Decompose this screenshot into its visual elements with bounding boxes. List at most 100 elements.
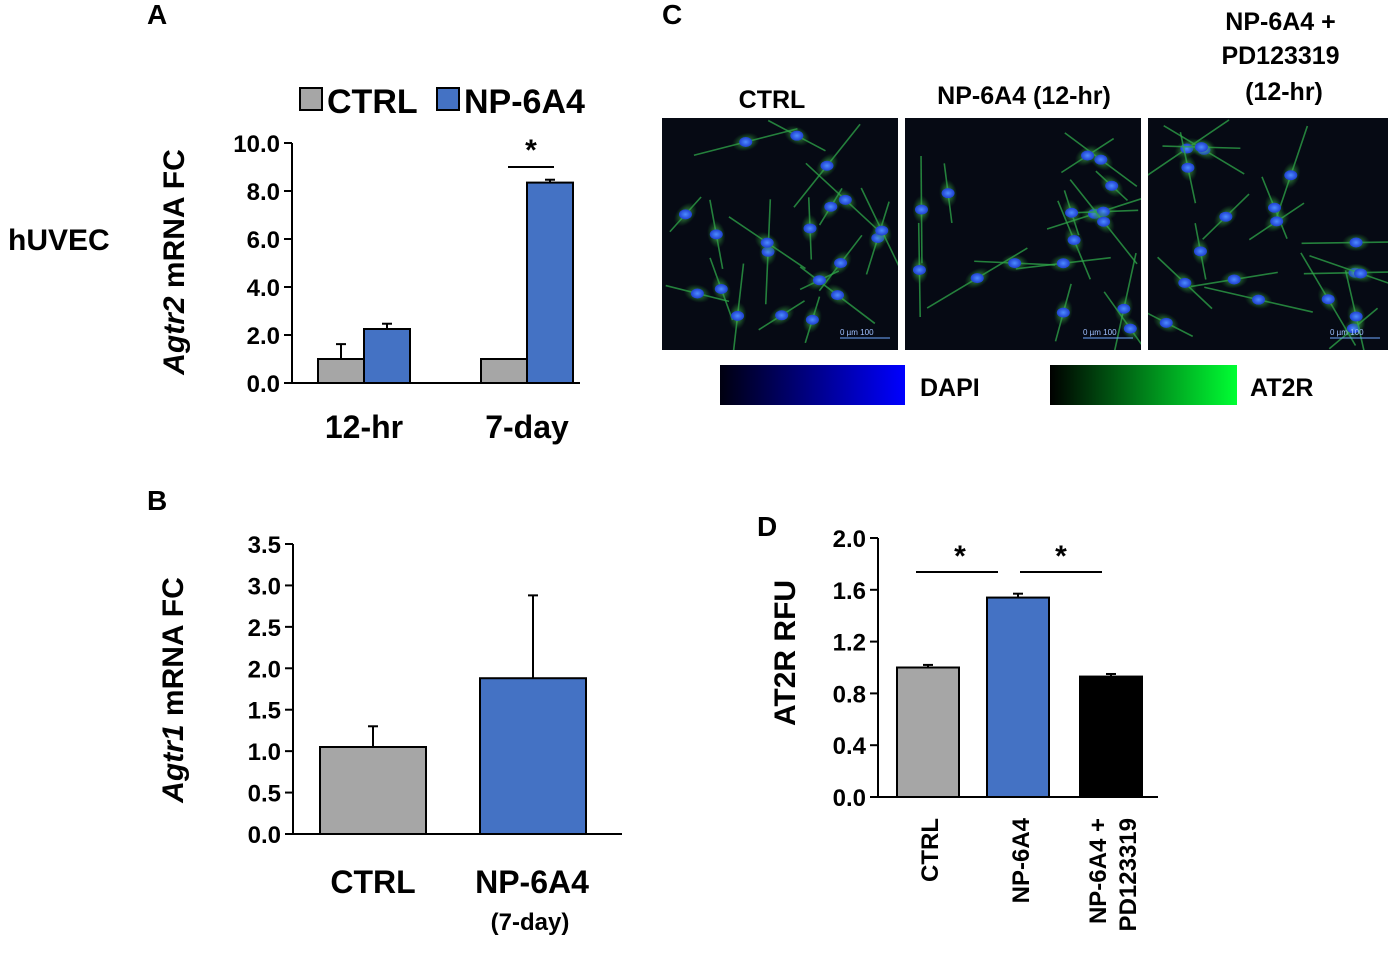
cell-nucleus xyxy=(1227,274,1241,285)
row-label-huvec: hUVEC xyxy=(8,224,110,257)
colorbar-dapi-label: DAPI xyxy=(920,374,980,402)
cell-nucleus xyxy=(1097,216,1111,227)
panel-a-ytick-label: 2.0 xyxy=(247,323,280,350)
cell-nucleus xyxy=(1349,237,1363,248)
cell-nucleus xyxy=(731,310,745,321)
panel-b-ytick-label: 0.0 xyxy=(248,822,281,849)
panel-b-y-axis-title: Agtr1 mRNA FC xyxy=(157,577,190,804)
image-label-np6a4-pd: NP-6A4 + PD123319 (12-hr) xyxy=(1221,8,1346,106)
panel-d-category-ctrl: CTRL xyxy=(917,818,944,882)
legend-ctrl-label: CTRL xyxy=(327,83,418,121)
panel-d-letter: D xyxy=(757,511,777,542)
cell-nucleus xyxy=(1056,307,1070,318)
cell-nucleus xyxy=(1008,258,1022,269)
cell-nucleus xyxy=(831,290,845,301)
panel-d-ytick-label: 1.6 xyxy=(833,578,866,605)
cell-nucleus xyxy=(803,223,817,234)
panel-d-category-np6a4-pd-line1: NP-6A4 + xyxy=(1085,818,1112,924)
panel-a-category-12hr: 12-hr xyxy=(325,409,403,445)
cell-nucleus xyxy=(1349,311,1363,322)
cell-nucleus xyxy=(1067,235,1081,246)
cell-nucleus xyxy=(1065,207,1079,218)
panel-b-category-np6a4: NP-6A4 xyxy=(475,864,589,900)
scale-bar-label: 0 µm 100 xyxy=(840,328,874,337)
legend-np6a4-label: NP-6A4 xyxy=(464,83,585,121)
legend-ctrl-swatch xyxy=(299,87,323,111)
panel-b-ytick-label: 1.5 xyxy=(248,698,281,725)
micrograph-cells xyxy=(1148,119,1388,350)
cell-nucleus xyxy=(834,258,848,269)
colorbar-at2r xyxy=(1050,365,1237,405)
panel-a-bar-np6a4 xyxy=(526,181,574,384)
panel-b-ytick-label: 0.5 xyxy=(248,781,281,808)
cell-nucleus xyxy=(875,225,889,236)
panel-d-bar-ctrl xyxy=(896,666,960,798)
cell-nucleus xyxy=(1178,277,1192,288)
panel-d-chart: AT2R RFU 0.0 0.4 0.8 1.2 1.6 2.0 * * CTRL NP-… xyxy=(769,526,1158,931)
cell-nucleus xyxy=(914,204,928,215)
panel-b-bar-ctrl xyxy=(319,746,427,835)
panel-b-chart: Agtr1 mRNA FC 0.0 0.5 1.0 1.5 2.0 2.5 3.0 3.5 C… xyxy=(157,532,622,936)
cell-nucleus xyxy=(1193,246,1207,257)
panel-d-sig2-star: * xyxy=(1055,540,1067,573)
panel-d-ytick-label: 0.0 xyxy=(833,785,866,812)
micrograph-cells xyxy=(665,119,898,350)
panel-d-ytick-label: 1.2 xyxy=(833,630,866,657)
panel-c-images: CTRL NP-6A4 (12-hr) NP-6A4 + PD123319 (1… xyxy=(662,8,1388,405)
cell-nucleus xyxy=(1284,170,1298,181)
cell-nucleus xyxy=(1123,323,1137,334)
panel-b-ytick-label: 2.0 xyxy=(248,656,281,683)
panel-a-category-7day: 7-day xyxy=(485,409,569,445)
panel-d-ytick-label: 0.8 xyxy=(833,681,866,708)
cell-nucleus xyxy=(1270,216,1284,227)
cell-nucleus xyxy=(690,288,704,299)
panel-b-ytick-label: 2.5 xyxy=(248,615,281,642)
cell-nucleus xyxy=(1194,142,1208,153)
panel-d-category-np6a4: NP-6A4 xyxy=(1008,817,1035,903)
panel-a-ytick-label: 8.0 xyxy=(247,179,280,206)
panel-a-ytick-label: 10.0 xyxy=(233,131,280,158)
cell-nucleus xyxy=(820,160,834,171)
colorbar-at2r-label: AT2R xyxy=(1250,374,1313,402)
panel-b-ytick-label: 3.5 xyxy=(248,532,281,559)
panel-a-ytick-label: 4.0 xyxy=(247,275,280,302)
panel-b-ytick-label: 1.0 xyxy=(248,739,281,766)
cell-nucleus xyxy=(739,136,753,147)
micrograph-cells xyxy=(910,132,1141,350)
panel-a-y-axis-title: Agtr2 mRNA FC xyxy=(158,149,191,376)
scale-bar-label: 0 µm 100 xyxy=(1330,328,1364,337)
cell-nucleus xyxy=(1268,202,1282,213)
panel-b-ytick-label: 3.0 xyxy=(248,573,281,600)
cell-nucleus xyxy=(1056,258,1070,269)
image-label-ctrl: CTRL xyxy=(739,86,806,114)
colorbar-dapi xyxy=(720,365,905,405)
cell-nucleus xyxy=(1117,303,1131,314)
panel-b-letter: B xyxy=(147,485,167,516)
cell-nucleus xyxy=(824,201,838,212)
micrograph-np6a4: 0 µm 100 xyxy=(905,118,1141,350)
panel-b-category-ctrl: CTRL xyxy=(330,864,415,900)
cell-nucleus xyxy=(941,188,955,199)
micrograph-ctrl: 0 µm 100 xyxy=(662,118,898,350)
scale-bar-label: 0 µm 100 xyxy=(1083,328,1117,337)
legend-np6a4-swatch xyxy=(436,87,460,111)
panel-b-category-np6a4-sub: (7-day) xyxy=(491,909,570,936)
cell-nucleus xyxy=(760,237,774,248)
cell-nucleus xyxy=(812,275,826,286)
panel-a-bar-ctrl xyxy=(317,358,365,384)
cell-nucleus xyxy=(970,273,984,284)
cell-nucleus xyxy=(1181,162,1195,173)
cell-nucleus xyxy=(1252,294,1266,305)
cell-nucleus xyxy=(838,194,852,205)
panel-c-letter: C xyxy=(662,0,682,30)
panel-a-sig-star: * xyxy=(525,134,537,167)
panel-d-ytick-label: 2.0 xyxy=(833,526,866,553)
cell-nucleus xyxy=(912,264,926,275)
cell-nucleus xyxy=(790,130,804,141)
cell-nucleus xyxy=(1219,211,1233,222)
cell-nucleus xyxy=(1159,317,1173,328)
panel-a-letter: A xyxy=(147,0,167,30)
panel-d-category-np6a4-pd-line2: PD123319 xyxy=(1115,818,1142,931)
image-label-np6a4: NP-6A4 (12-hr) xyxy=(937,82,1111,110)
panel-a-ytick-label: 0.0 xyxy=(247,371,280,398)
